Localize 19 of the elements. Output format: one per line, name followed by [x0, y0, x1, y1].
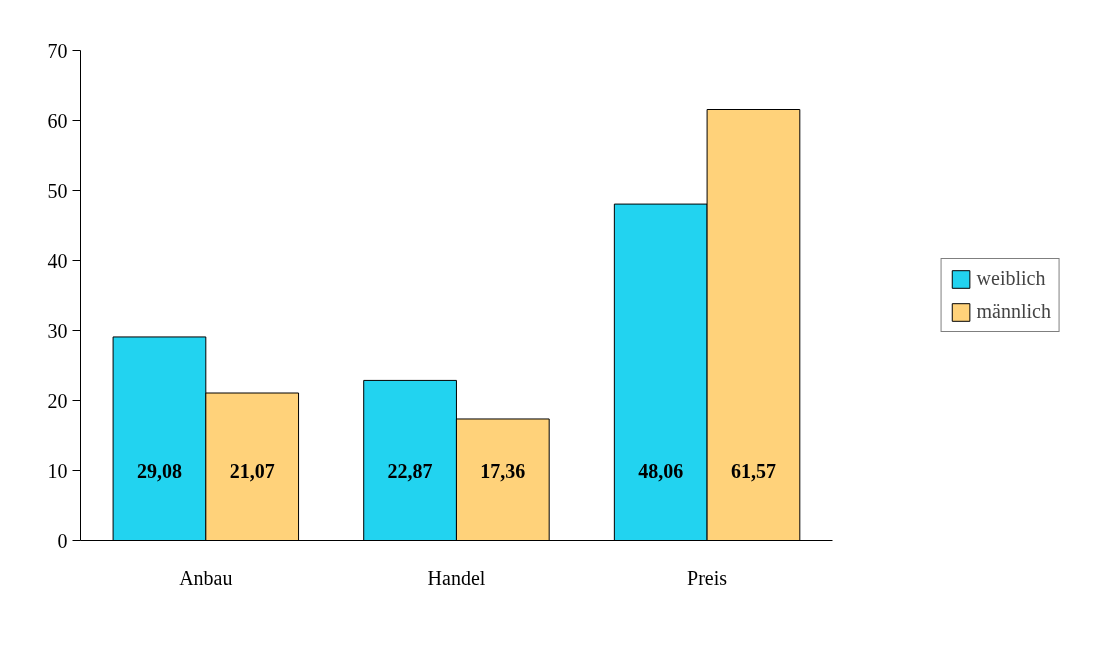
x-tick-label: Anbau [179, 566, 233, 589]
y-tick-label: 30 [47, 319, 68, 342]
data-label: 17,36 [480, 459, 526, 482]
data-label: 21,07 [229, 459, 275, 482]
data-label: 48,06 [638, 459, 684, 482]
y-tick-label: 20 [47, 389, 68, 412]
y-tick-label: 60 [47, 109, 68, 132]
y-tick-label: 10 [47, 459, 68, 482]
y-tick-label: 70 [47, 39, 68, 62]
y-tick-label: 50 [47, 179, 68, 202]
legend-label: weiblich [976, 267, 1046, 290]
y-tick-label: 40 [47, 249, 68, 272]
x-tick-label: Preis [687, 566, 728, 589]
x-tick-label: Handel [427, 566, 486, 589]
legend-label: männlich [976, 300, 1051, 323]
data-label: 22,87 [387, 459, 433, 482]
data-label: 29,08 [136, 459, 182, 482]
y-tick-label: 0 [57, 529, 68, 552]
data-label: 61,57 [730, 459, 776, 482]
